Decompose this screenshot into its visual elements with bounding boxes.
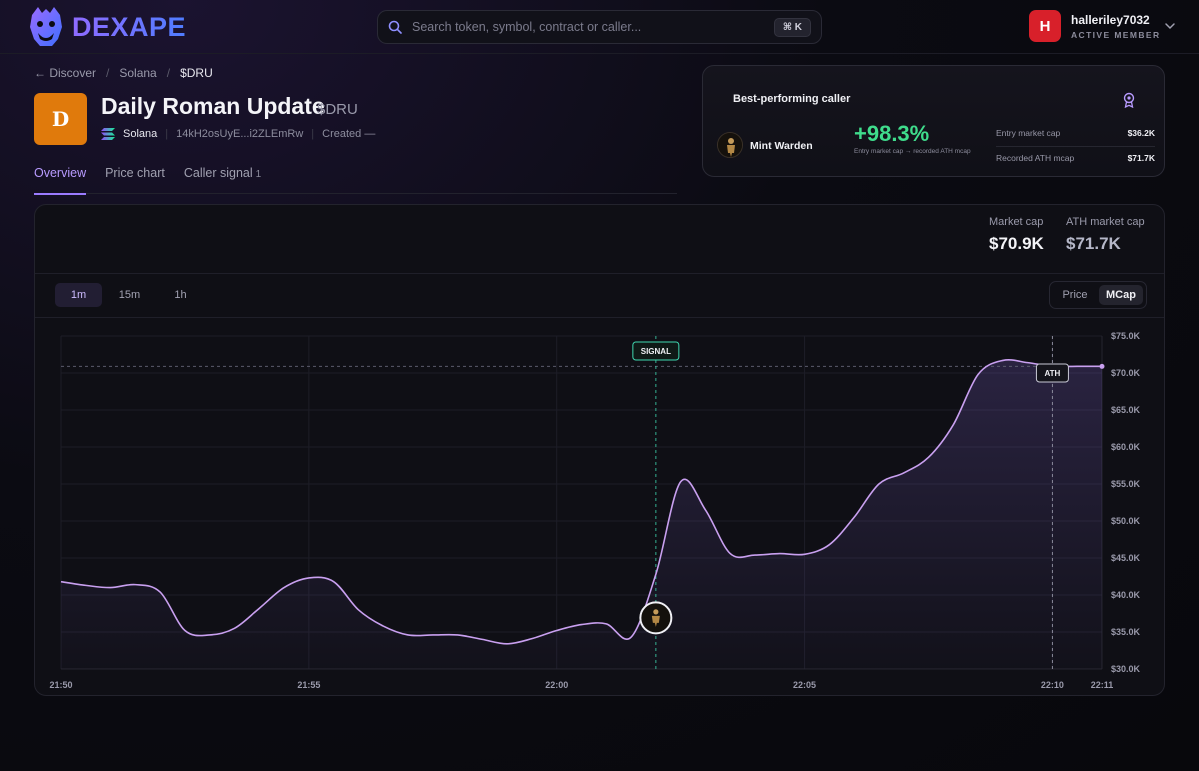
recorded-ath-row: Recorded ATH mcap $71.7K [996,153,1155,163]
current-value-dot [1099,363,1105,369]
ath-label-box [1035,363,1069,383]
token-name: Daily Roman Update [101,93,325,119]
solana-icon [101,128,115,140]
tab-caller-signal[interactable]: Caller signal 1 [183,166,262,180]
token-logo: D [34,93,87,145]
breadcrumb-discover-link[interactable]: ← Discover [34,66,97,80]
chart-mode-toggle: Price MCap [1049,281,1147,309]
breadcrumb: ← Discover / Solana / $DRU [34,66,213,80]
y-tick-label: $40.0K [1111,590,1141,600]
search-bar[interactable]: ⌘ K [377,10,822,44]
meta-separator: | [165,128,169,140]
top-bar: DEXAPE ⌘ K H halleriley7032 ACTIVE MEMBE… [0,0,1199,54]
token-created: Created — [322,128,376,140]
entry-market-cap-value: $36.2K [1127,128,1155,138]
recorded-ath-value: $71.7K [1127,153,1155,163]
brand-name: DEXAPE [72,11,187,42]
x-tick-label: 22:05 [793,680,816,690]
y-tick-label: $65.0K [1111,405,1141,415]
timeframe-1h[interactable]: 1h [174,289,187,301]
divider [35,273,1164,274]
y-tick-label: $50.0K [1111,516,1141,526]
y-tick-label: $30.0K [1111,664,1141,674]
user-menu[interactable]: H halleriley7032 ACTIVE MEMBER [1029,10,1161,42]
best-caller-title: Best-performing caller [733,93,851,105]
meta-separator: | [311,128,315,140]
timeframe-15m[interactable]: 15m [118,289,141,301]
ath-label-text: ATH [1044,369,1060,378]
caller-avatar[interactable] [717,132,743,158]
tab-overview[interactable]: Overview [34,166,87,195]
caller-gain-note: Entry market cap → recorded ATH mcap [854,148,971,155]
y-tick-label: $75.0K [1111,331,1141,341]
ath-market-cap-stat: ATH market cap $71.7K [1066,216,1145,254]
x-tick-label: 21:50 [49,680,72,690]
signal-avatar-head [653,609,659,615]
signal-label: SIGNAL [632,341,680,361]
y-tick-label: $70.0K [1111,368,1141,378]
market-cap-label: Market cap [989,216,1044,228]
series-line [60,358,1102,645]
search-shortcut-badge: ⌘ K [773,17,811,37]
entry-market-cap-label: Entry market cap [996,128,1061,138]
x-tick-label: 22:11 [1091,680,1114,690]
market-cap-value: $70.9K [989,234,1044,253]
search-input[interactable] [412,20,774,34]
caller-avatar-figure-icon [718,133,742,157]
chevron-down-icon[interactable] [1163,19,1177,33]
brand-logo[interactable]: DEXAPE [26,5,186,49]
signal-label-box [632,341,680,361]
x-tick-label: 22:00 [545,680,568,690]
breadcrumb-current: $DRU [180,66,213,80]
ath-label: ATH [1035,363,1069,383]
caller-gain: +98.3% [854,121,930,146]
token-address[interactable]: 14kH2osUyE...i2ZLEmRw [176,128,304,140]
token-symbol: $DRU [317,101,358,118]
best-caller-card: Best-performing caller Mint Warden +98.3… [702,65,1165,177]
y-tick-label: $55.0K [1111,479,1141,489]
user-name: halleriley7032 [1071,12,1150,27]
entry-market-cap-row: Entry market cap $36.2K [996,128,1155,147]
recorded-ath-label: Recorded ATH mcap [996,153,1075,163]
mode-mcap[interactable]: MCap [1099,285,1143,305]
breadcrumb-separator: / [166,66,171,80]
divider [35,317,1164,318]
award-icon [1123,92,1135,108]
breadcrumb-separator: / [106,66,110,80]
y-tick-label: $45.0K [1111,553,1141,563]
ath-market-cap-label: ATH market cap [1066,216,1145,228]
search-icon [388,20,402,34]
caller-name[interactable]: Mint Warden [750,140,813,152]
token-chain: Solana [123,128,158,140]
y-tick-label: $60.0K [1111,442,1141,452]
x-tick-label: 21:55 [297,680,320,690]
chart-panel: Market cap $70.9K ATH market cap $71.7K … [34,204,1165,696]
token-meta: Solana | 14kH2osUyE...i2ZLEmRw | Created… [101,128,375,140]
series-area [61,359,1102,669]
ape-logo-icon [30,7,62,46]
breadcrumb-chain-link[interactable]: Solana [119,66,157,80]
signal-caller-avatar [639,601,673,635]
timeframe-1m[interactable]: 1m [55,283,102,307]
signal-avatar-body [651,615,660,627]
user-info: halleriley7032 ACTIVE MEMBER [1071,13,1161,40]
ath-market-cap-value: $71.7K [1066,234,1121,253]
y-tick-label: $35.0K [1111,627,1141,637]
market-cap-stat: Market cap $70.9K [989,216,1044,254]
timeframe-selector: 1m 15m 1h [55,283,204,307]
x-tick-label: 22:10 [1041,680,1064,690]
signal-label-text: SIGNAL [641,347,671,356]
caller-signal-count: 1 [255,169,262,180]
token-tabs: Overview Price chart Caller signal 1 [34,166,677,195]
user-role: ACTIVE MEMBER [1071,29,1161,40]
tab-price-chart[interactable]: Price chart [105,166,165,180]
mode-price[interactable]: Price [1062,289,1088,301]
market-cap-chart[interactable]: $75.0K $70.0K $65.0K $60.0K $55.0K $50.0K $45.… [35,318,1165,696]
user-avatar[interactable]: H [1029,10,1061,42]
